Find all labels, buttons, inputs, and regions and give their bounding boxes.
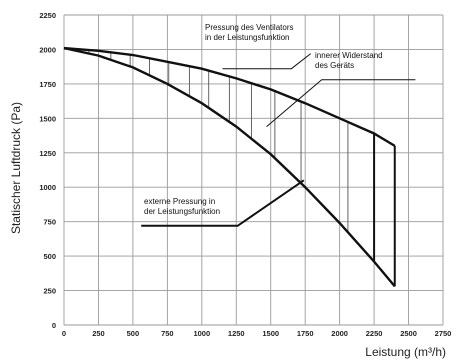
y-tick-label-5: 1250 [39,149,56,158]
leader-line-2 [141,179,305,227]
grid [63,14,444,326]
x-tick-label-3: 750 [161,329,174,338]
x-tick-label-7: 1750 [297,329,314,338]
y-tick-label-7: 1750 [39,80,56,89]
x-tick-label-6: 1500 [262,329,279,338]
y-tick-label-6: 1500 [39,114,56,123]
annotation-fan-pressure-line2: in der Leistungsfunktion [205,33,290,42]
x-tick-label-1: 250 [92,329,105,338]
x-tick-label-0: 0 [62,329,66,338]
hatch-lines [88,50,396,287]
y-tick-label-3: 750 [43,218,56,227]
x-tick-label-4: 1000 [193,329,210,338]
leader-line-0 [266,79,416,127]
x-axis-title: Leistung (m³/h) [365,345,446,359]
x-tick-label-5: 1250 [228,329,245,338]
x-tick-label-10: 2500 [400,329,417,338]
x-tick-label-2: 500 [127,329,140,338]
y-axis-title: Statischer Luftdruck (Pa) [9,102,23,234]
x-tick-label-11: 2750 [435,329,452,338]
x-tick-label-8: 2000 [331,329,348,338]
y-tick-label-1: 250 [43,287,56,296]
annotation-internal-resistance-line2: des Geräts [315,61,354,70]
annotation-internal-resistance-line1: innerer Widerstand [315,51,383,60]
y-tick-label-9: 2250 [39,11,56,20]
x-tick-label-9: 2250 [366,329,383,338]
series-line-1 [63,46,396,288]
annotation-leaders [141,53,416,227]
y-tick-label-0: 0 [52,321,56,330]
leader-line-1 [222,53,312,70]
annotation-fan-pressure-line1: Pressung des Ventilators [205,23,294,32]
tick-labels: 0 250 500 750 1000 1250 1500 1750 2000 2250 2500 27… [39,11,451,338]
y-tick-label-8: 2000 [39,45,56,54]
annotation-external-pressure-line2: der Leistungsfunktion [144,207,220,216]
y-tick-label-4: 1000 [39,183,56,192]
annotation-external-pressure-line1: externe Pressung in [144,197,215,206]
series-line-0 [63,46,396,147]
curves [63,46,396,288]
y-tick-label-2: 500 [43,252,56,261]
